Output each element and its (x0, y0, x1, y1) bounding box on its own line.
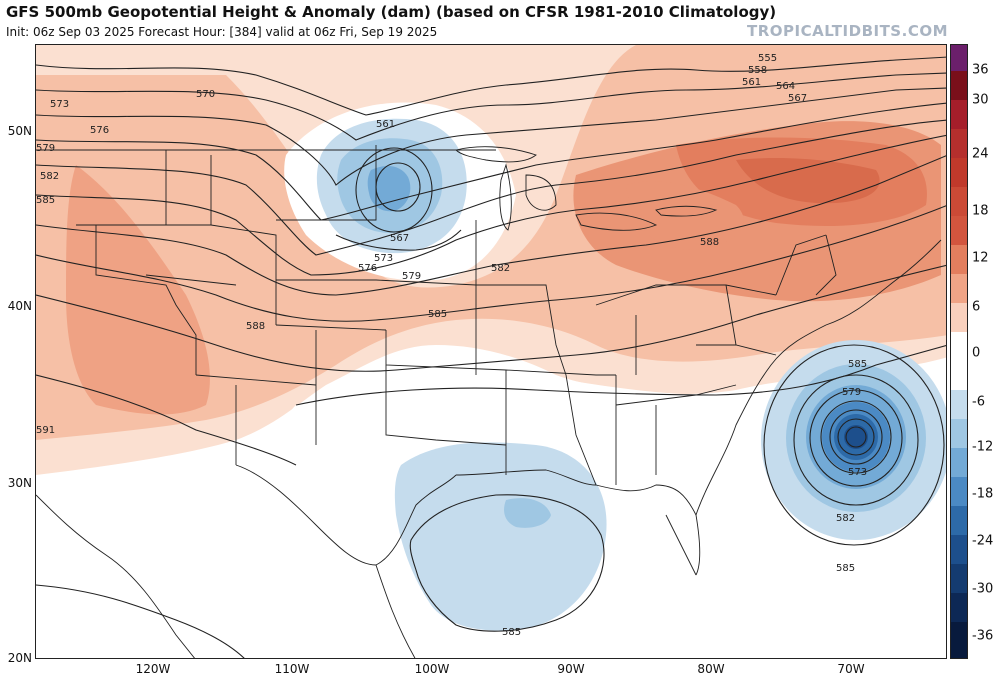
colorbar-segment (951, 506, 967, 535)
contour-label: 579 (36, 143, 55, 154)
contour-label: 579 (842, 387, 861, 398)
contour-label: 555 (758, 53, 777, 64)
lat-label: 20N (7, 651, 32, 665)
colorbar-label: 24 (972, 146, 989, 162)
colorbar-label: -18 (972, 486, 994, 502)
contour-labels: 555 558 561 564 567 570 573 576 579 582 … (36, 53, 867, 638)
map-title: GFS 500mb Geopotential Height & Anomaly … (6, 3, 777, 21)
colorbar-label: 36 (972, 62, 989, 78)
colorbar-segment (951, 535, 967, 564)
colorbar-label: 0 (972, 345, 981, 361)
contour-label: 585 (36, 195, 55, 206)
contour-label: 573 (374, 253, 393, 264)
contour-label: 576 (358, 263, 377, 274)
colorbar-label: -36 (972, 628, 994, 644)
lat-label: 50N (7, 124, 32, 138)
colorbar-segment (951, 593, 967, 622)
colorbar-segment (951, 622, 967, 658)
contour-label: 573 (848, 467, 867, 478)
contour-label: 585 (428, 309, 447, 320)
lon-label: 110W (274, 662, 310, 676)
colorbar-segment (951, 390, 967, 419)
lat-label: 40N (7, 299, 32, 313)
contour-label: 585 (502, 627, 521, 638)
contour-label: 579 (402, 271, 421, 282)
negative-anomaly-shading (316, 118, 946, 631)
colorbar-segment (951, 45, 967, 71)
contour-label: 558 (748, 65, 767, 76)
colorbar-segment (951, 100, 967, 129)
colorbar-label: 12 (972, 250, 989, 266)
height-contours (36, 56, 946, 658)
colorbar-segment (951, 477, 967, 506)
contour-label: 567 (390, 233, 409, 244)
colorbar-segment (951, 71, 967, 100)
contour-label: 573 (50, 99, 69, 110)
colorbar-label: -6 (972, 394, 985, 410)
contour-label: 591 (36, 425, 55, 436)
contour-label: 570 (196, 89, 215, 100)
lon-label: 90W (557, 662, 585, 676)
map-subtitle: Init: 06z Sep 03 2025 Forecast Hour: [38… (6, 25, 438, 39)
brand-watermark: TROPICALTIDBITS.COM (747, 22, 948, 40)
colorbar-label: 18 (972, 203, 989, 219)
lon-label: 120W (135, 662, 171, 676)
colorbar-segment (951, 129, 967, 158)
colorbar-label: 6 (972, 299, 981, 315)
colorbar-segment (951, 332, 967, 390)
map-canvas: 555 558 561 564 567 570 573 576 579 582 … (36, 45, 946, 658)
colorbar-segment (951, 448, 967, 477)
positive-anomaly-shading (36, 45, 946, 475)
colorbar-segment (951, 564, 967, 593)
lat-label: 30N (7, 476, 32, 490)
lon-label: 80W (697, 662, 725, 676)
colorbar-label: -24 (972, 533, 994, 549)
contour-label: 567 (788, 93, 807, 104)
contour-label: 582 (836, 513, 855, 524)
colorbar-label: -12 (972, 439, 994, 455)
colorbar-segment (951, 303, 967, 332)
contour-label: 564 (776, 81, 795, 92)
colorbar-label: 30 (972, 92, 989, 108)
anomaly-colorbar (950, 44, 968, 659)
great-lakes (455, 146, 718, 231)
political-borders (36, 145, 942, 658)
contour-label: 582 (491, 263, 510, 274)
colorbar-label: -30 (972, 581, 994, 597)
contour-label: 576 (90, 125, 109, 136)
contour-label: 561 (376, 119, 395, 130)
lon-label: 70W (837, 662, 865, 676)
colorbar-segment (951, 216, 967, 245)
weather-map: 555 558 561 564 567 570 573 576 579 582 … (35, 44, 947, 659)
colorbar-segment (951, 419, 967, 448)
contour-label: 585 (836, 563, 855, 574)
contour-label: 561 (742, 77, 761, 88)
contour-label: 588 (246, 321, 265, 332)
lon-label: 100W (414, 662, 450, 676)
colorbar-segment (951, 274, 967, 303)
contour-label: 585 (848, 359, 867, 370)
contour-label: 582 (40, 171, 59, 182)
contour-label: 588 (700, 237, 719, 248)
colorbar-segment (951, 245, 967, 274)
colorbar-segment (951, 187, 967, 216)
colorbar-segment (951, 158, 967, 187)
